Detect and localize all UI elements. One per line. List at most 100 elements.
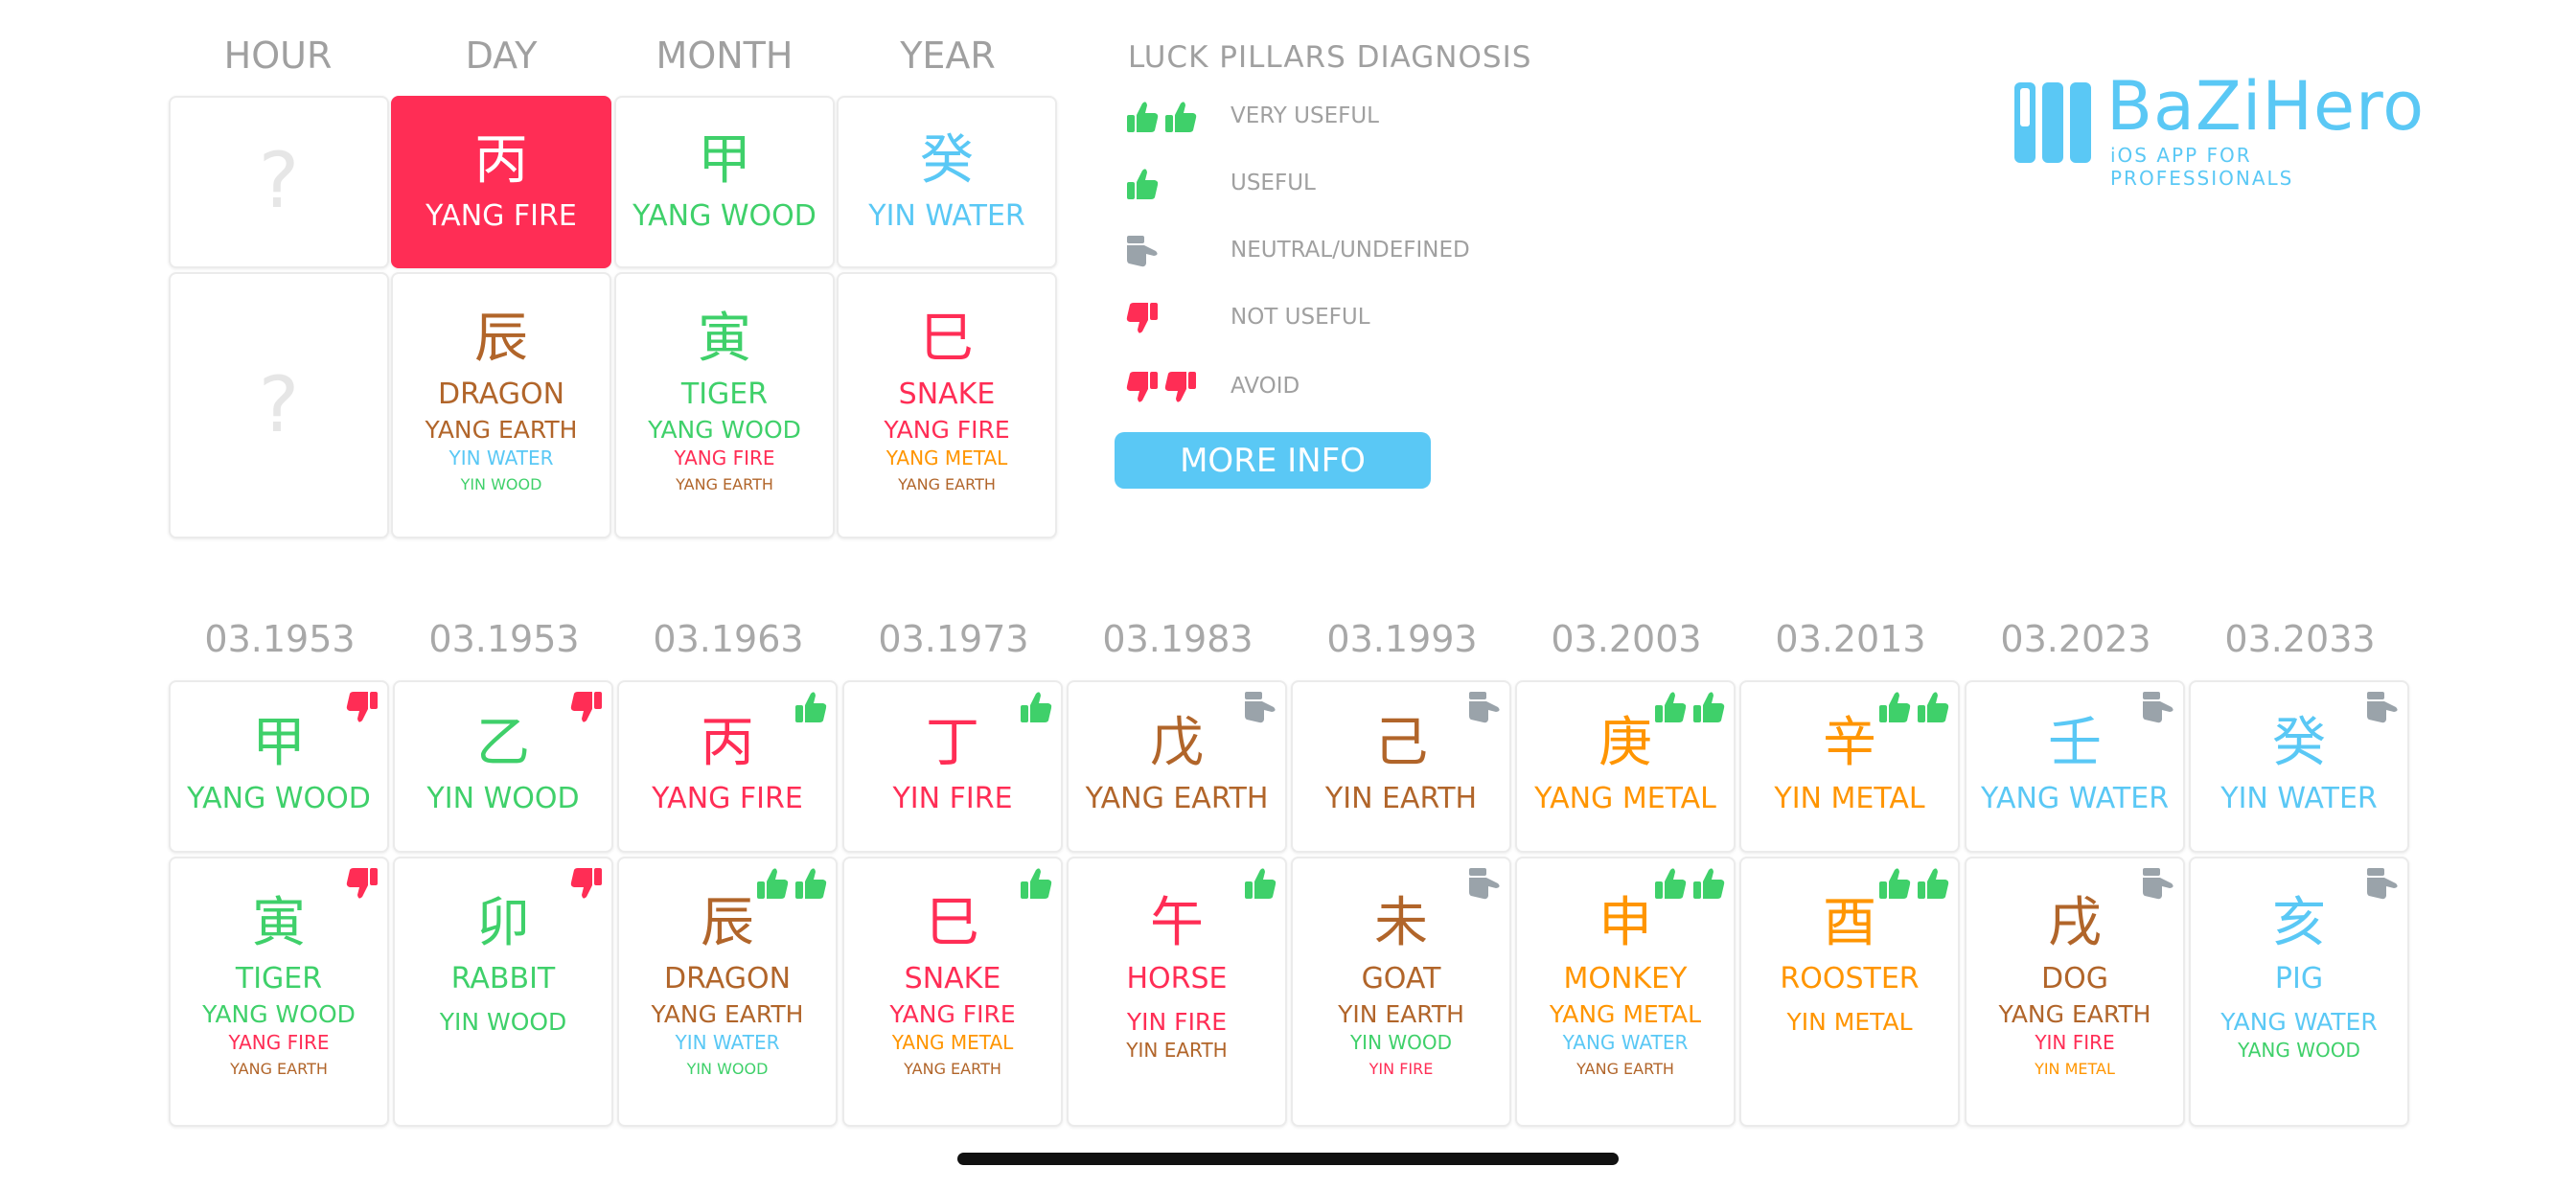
branch-animal: DOG [2041,962,2108,995]
header-year: YEAR [900,34,996,77]
hidden-stem: YIN WOOD [1349,1031,1453,1054]
hidden-stem: YANG EARTH [676,475,773,493]
hidden-stem: YANG EARTH [651,1000,804,1028]
more-info-button[interactable]: MORE INFO [1115,432,1431,489]
stem-label: YIN WATER [2220,782,2378,815]
branch-char: 巳 [920,308,974,370]
stem-label: YANG FIRE [426,199,577,233]
branch-char: 申 [1598,892,1652,954]
branch-animal: SNAKE [898,378,996,411]
hidden-stem: YANG EARTH [898,475,996,493]
branch-animal: DRAGON [663,962,792,995]
thumbs-up-icon [1017,688,1055,726]
luck-stem-cell[interactable]: 丙 YANG FIRE [617,680,838,853]
hidden-stem: YANG WOOD [2238,1039,2360,1062]
thumbs-down-icon [567,864,606,903]
hidden-stem: YANG METAL [1549,1000,1702,1028]
hidden-stem: YANG EARTH [1576,1060,1674,1078]
natal-branch-cell[interactable]: ? [169,272,389,538]
stem-char: 壬 [2048,712,2102,774]
luck-date: 03.2003 [1551,618,1702,660]
thumbs-up-icon [1017,864,1055,903]
luck-branch-cell[interactable]: 辰 DRAGON YANG EARTH YIN WATER YIN WOOD [617,857,838,1127]
luck-branch-cell[interactable]: 午 HORSE YIN FIRE YIN EARTH [1067,857,1287,1127]
luck-branch-cell[interactable]: 卯 RABBIT YIN WOOD [393,857,613,1127]
hidden-stem: YIN WATER [448,446,554,469]
luck-stem-cell[interactable]: 乙 YIN WOOD [393,680,613,853]
luck-stem-cell[interactable]: 癸 YIN WATER [2189,680,2409,853]
stem-label: YIN WATER [868,199,1025,233]
unknown-mark: ? [258,136,300,225]
header-hour: HOUR [223,34,333,77]
legend-label: AVOID [1230,374,1300,399]
hidden-stem: YIN EARTH [1338,1000,1464,1028]
luck-branch-cell[interactable]: 巳 SNAKE YANG FIRE YANG METAL YANG EARTH [842,857,1063,1127]
luck-date: 03.1963 [653,618,804,660]
luck-stem-cell[interactable]: 辛 YIN METAL [1739,680,1960,853]
hidden-stem: YIN METAL [2035,1060,2115,1078]
natal-stem-cell[interactable]: ? [169,96,389,268]
natal-stem-cell[interactable]: 丙 YANG FIRE [391,96,611,268]
branch-animal: TIGER [680,378,769,411]
branch-char: 未 [1374,892,1428,954]
thumbs-down-icon [1123,299,1162,337]
luck-stem-cell[interactable]: 甲 YANG WOOD [169,680,389,853]
double-thumbs-up-icon [1875,688,1952,726]
thumbs-down-icon [343,864,381,903]
header-day: DAY [465,34,538,77]
hidden-stem: YANG WOOD [202,1000,356,1028]
hidden-stem: YIN EARTH [1126,1039,1228,1062]
thumbs-sideways-icon [2139,688,2177,726]
double-thumbs-up-icon [753,864,830,903]
thumbs-up-icon [1241,864,1279,903]
luck-branch-cell[interactable]: 亥 PIG YANG WATER YANG WOOD [2189,857,2409,1127]
header-month: MONTH [656,34,794,77]
branch-animal: ROOSTER [1780,962,1920,995]
branch-char: 寅 [252,892,306,954]
luck-branch-cell[interactable]: 酉 ROOSTER YIN METAL [1739,857,1960,1127]
branch-char: 午 [1150,892,1204,954]
stem-char: 甲 [698,129,751,192]
stem-char: 辛 [1823,712,1876,774]
stem-label: YANG WOOD [187,782,371,815]
natal-branch-cell[interactable]: 巳 SNAKE YANG FIRE YANG METAL YANG EARTH [837,272,1057,538]
luck-stem-cell[interactable]: 庚 YANG METAL [1515,680,1736,853]
hidden-stem: YANG EARTH [230,1060,328,1078]
stem-char: 庚 [1598,712,1652,774]
luck-branch-cell[interactable]: 未 GOAT YIN EARTH YIN WOOD YIN FIRE [1291,857,1511,1127]
unknown-mark: ? [258,360,300,449]
hidden-stem: YANG METAL [886,446,1008,469]
legend-label: NEUTRAL/UNDEFINED [1230,238,1470,263]
brand-tagline: iOS APP FOR PROFESSIONALS [2110,144,2294,190]
branch-animal: PIG [2274,962,2324,995]
branch-animal: DRAGON [437,378,565,411]
branch-char: 辰 [474,308,528,370]
hidden-stem: YIN FIRE [2035,1031,2115,1054]
luck-branch-cell[interactable]: 寅 TIGER YANG WOOD YANG FIRE YANG EARTH [169,857,389,1127]
luck-date: 03.1953 [204,618,356,660]
luck-stem-cell[interactable]: 壬 YANG WATER [1965,680,2185,853]
branch-char: 寅 [698,308,751,370]
hidden-stem: YANG FIRE [228,1031,330,1054]
branch-char: 酉 [1823,892,1876,954]
natal-stem-cell[interactable]: 癸 YIN WATER [837,96,1057,268]
natal-branch-cell[interactable]: 辰 DRAGON YANG EARTH YIN WATER YIN WOOD [391,272,611,538]
hidden-stem: YANG EARTH [1998,1000,2151,1028]
legend-label: USEFUL [1230,171,1316,195]
natal-stem-cell[interactable]: 甲 YANG WOOD [614,96,835,268]
thumbs-sideways-icon [1241,688,1279,726]
home-indicator[interactable] [957,1153,1619,1165]
thumbs-up-icon [1123,165,1162,203]
luck-stem-cell[interactable]: 己 YIN EARTH [1291,680,1511,853]
luck-branch-cell[interactable]: 戌 DOG YANG EARTH YIN FIRE YIN METAL [1965,857,2185,1127]
branch-char: 亥 [2272,892,2326,954]
stem-char: 乙 [476,712,530,774]
hidden-stem: YIN FIRE [1368,1060,1434,1078]
stem-label: YIN EARTH [1324,782,1478,815]
luck-stem-cell[interactable]: 丁 YIN FIRE [842,680,1063,853]
brand-name: BaZiHero [2106,67,2426,146]
luck-stem-cell[interactable]: 戊 YANG EARTH [1067,680,1287,853]
branch-animal: HORSE [1126,962,1228,995]
luck-branch-cell[interactable]: 申 MONKEY YANG METAL YANG WATER YANG EARTH [1515,857,1736,1127]
natal-branch-cell[interactable]: 寅 TIGER YANG WOOD YANG FIRE YANG EARTH [614,272,835,538]
